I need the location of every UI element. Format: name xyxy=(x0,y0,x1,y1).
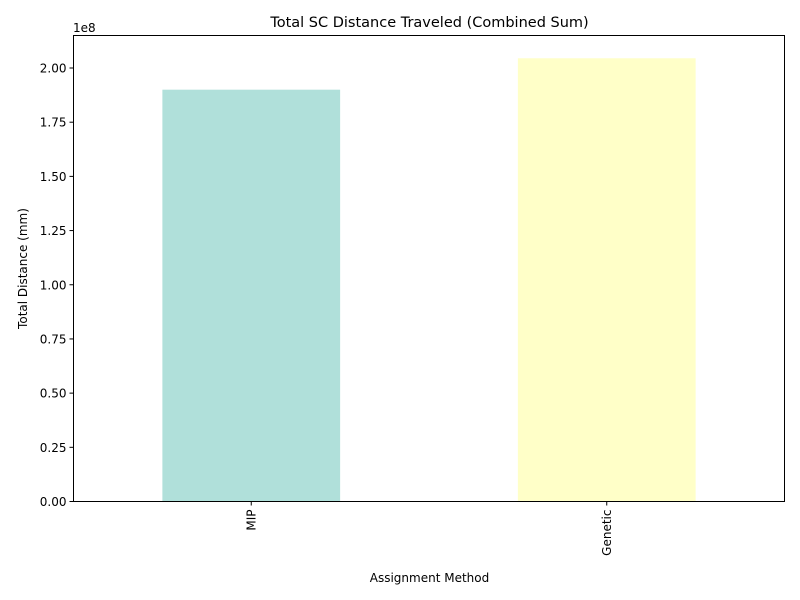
y-tick-label: 0.00 xyxy=(40,495,67,509)
y-tick-label: 1.00 xyxy=(40,278,67,292)
bar-genetic xyxy=(517,58,696,502)
y-tick-label: 0.75 xyxy=(40,332,67,346)
bar-mip xyxy=(162,89,341,502)
y-tick-label: 0.50 xyxy=(40,387,67,401)
bars-group xyxy=(162,58,696,502)
y-axis-offset-label: 1e8 xyxy=(73,21,96,35)
y-tick-label: 0.25 xyxy=(40,441,67,455)
y-tick-label: 2.00 xyxy=(40,62,67,76)
y-tick-label: 1.75 xyxy=(40,116,67,130)
y-tick-label: 1.50 xyxy=(40,170,67,184)
x-tick-label: MIP xyxy=(244,510,258,531)
plot-frame xyxy=(73,35,785,502)
x-axis-label: Assignment Method xyxy=(370,571,489,585)
y-tick-label: 1.25 xyxy=(40,224,67,238)
x-tick-label: Genetic xyxy=(600,510,614,556)
y-axis-label: Total Distance (mm) xyxy=(16,208,30,330)
x-axis-ticks: MIP Genetic xyxy=(244,501,614,556)
y-axis-ticks: 0.00 0.25 0.50 0.75 1.00 1.25 1.50 1.75 2.00 xyxy=(40,62,74,509)
chart-title: Total SC Distance Traveled (Combined Sum… xyxy=(269,15,588,31)
